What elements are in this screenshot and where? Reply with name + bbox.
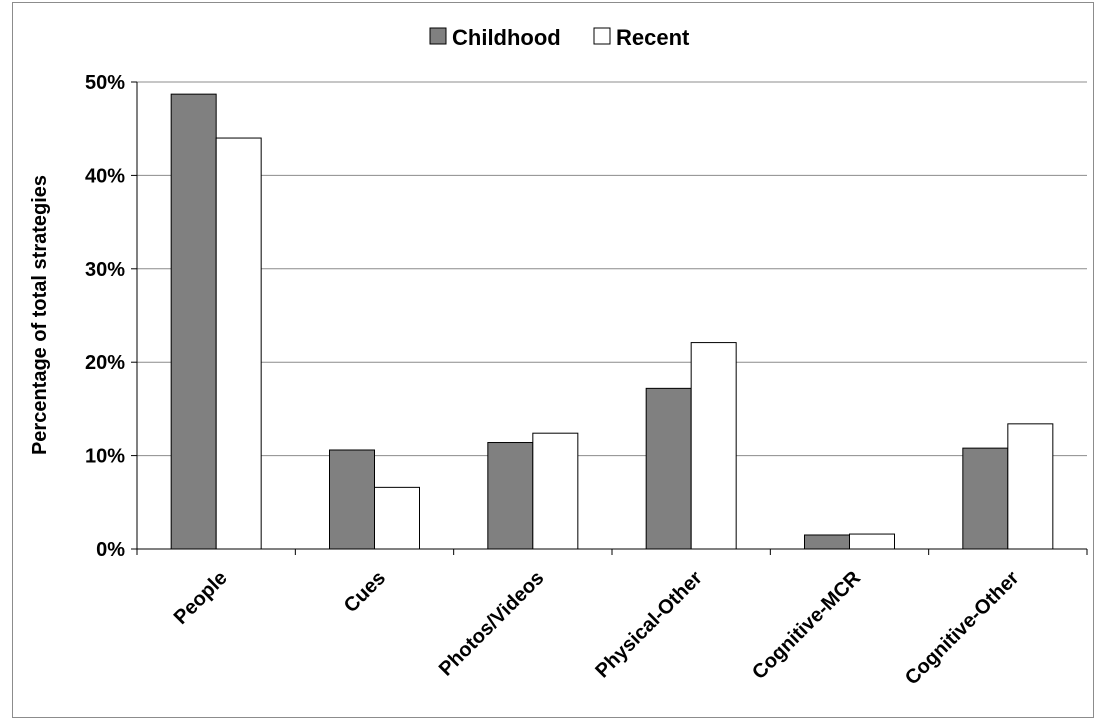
x-tick-label: Photos/Videos bbox=[435, 567, 549, 681]
gridlines bbox=[137, 81, 1087, 457]
bar-childhood-cues bbox=[329, 449, 375, 550]
y-tick-labels: 0% 10% 20% 30% 40% 50% bbox=[85, 72, 125, 561]
legend-swatch-childhood bbox=[429, 27, 447, 45]
bar-recent-people bbox=[215, 137, 262, 550]
x-tick-label: Cues bbox=[340, 567, 390, 617]
bar-childhood-photos-videos bbox=[487, 442, 534, 550]
legend-label-recent: Recent bbox=[616, 25, 690, 50]
axes bbox=[131, 81, 1088, 555]
x-tick-label: Cognitive-Other bbox=[901, 567, 1024, 690]
bar-recent-physical-other bbox=[690, 342, 737, 550]
bar-childhood-cognitive-other bbox=[962, 447, 1009, 550]
x-tick-label: People bbox=[170, 567, 232, 629]
legend-label-childhood: Childhood bbox=[452, 25, 561, 50]
legend: Childhood Recent bbox=[429, 25, 690, 50]
bar-childhood-people bbox=[170, 93, 217, 550]
y-tick-label: 20% bbox=[85, 352, 125, 374]
y-tick-label: 40% bbox=[85, 165, 125, 187]
bar-childhood-cognitive-mcr bbox=[804, 534, 850, 550]
bars bbox=[170, 93, 1054, 550]
y-tick-label: 50% bbox=[85, 72, 125, 94]
legend-swatch-recent bbox=[593, 27, 611, 45]
y-tick-label: 0% bbox=[96, 539, 125, 561]
bar-recent-photos-videos bbox=[532, 432, 579, 550]
y-axis-label: Percentage of total strategies bbox=[29, 175, 51, 455]
x-tick-labels: People Cues Photos/Videos Physical-Other Cog… bbox=[170, 567, 1024, 690]
bar-recent-cues bbox=[374, 486, 420, 550]
bar-recent-cognitive-other bbox=[1007, 423, 1054, 550]
x-tick-label: Physical-Other bbox=[591, 567, 707, 683]
bar-childhood-physical-other bbox=[645, 387, 692, 550]
y-tick-label: 30% bbox=[85, 259, 125, 281]
x-tick-label: Cognitive-MCR bbox=[748, 567, 865, 684]
y-tick-label: 10% bbox=[85, 446, 125, 468]
bar-recent-cognitive-mcr bbox=[849, 533, 895, 550]
